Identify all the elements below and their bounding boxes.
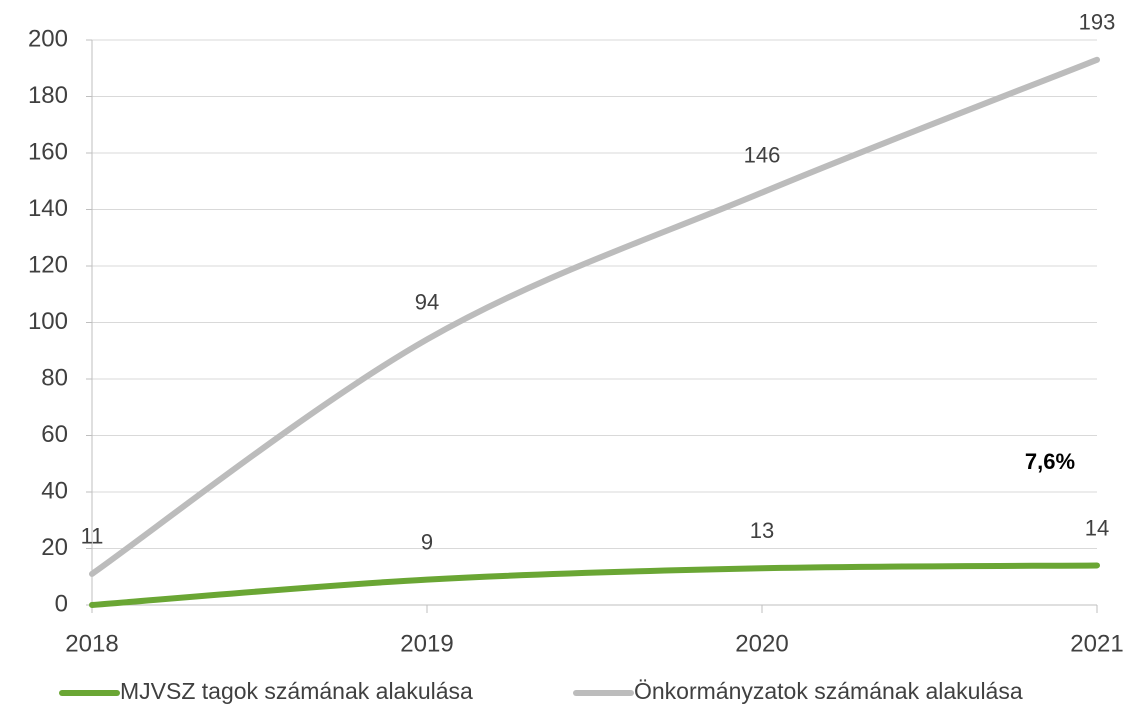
x-tick-label: 2020 (735, 630, 788, 657)
x-tick-label: 2019 (400, 630, 453, 657)
x-tick-label: 2021 (1070, 630, 1123, 657)
line-series (89, 56, 1100, 577)
legend-label: MJVSZ tagok számának alakulása (120, 678, 473, 704)
y-tick-label: 20 (41, 534, 68, 561)
data-label: 94 (415, 289, 439, 314)
line-series (89, 562, 1100, 608)
data-label: 13 (750, 518, 774, 543)
x-tick-label: 2018 (65, 630, 118, 657)
y-tick-label: 140 (28, 195, 68, 222)
y-tick-label: 80 (41, 364, 68, 391)
y-tick-label: 160 (28, 138, 68, 165)
y-tick-label: 120 (28, 251, 68, 278)
data-label: 146 (744, 142, 781, 167)
y-tick-label: 60 (41, 421, 68, 448)
data-label: 11 (81, 524, 104, 549)
y-tick-label: 40 (41, 477, 68, 504)
y-tick-label: 100 (28, 308, 68, 335)
data-label: 14 (1085, 515, 1109, 540)
y-tick-label: 180 (28, 82, 68, 109)
y-tick-label: 0 (55, 590, 68, 617)
y-tick-label: 200 (28, 25, 68, 52)
data-label: 193 (1079, 10, 1116, 35)
legend-label: Önkormányzatok számának alakulása (634, 678, 1023, 704)
data-label: 9 (421, 529, 433, 554)
annotation: 7,6% (1025, 449, 1075, 474)
